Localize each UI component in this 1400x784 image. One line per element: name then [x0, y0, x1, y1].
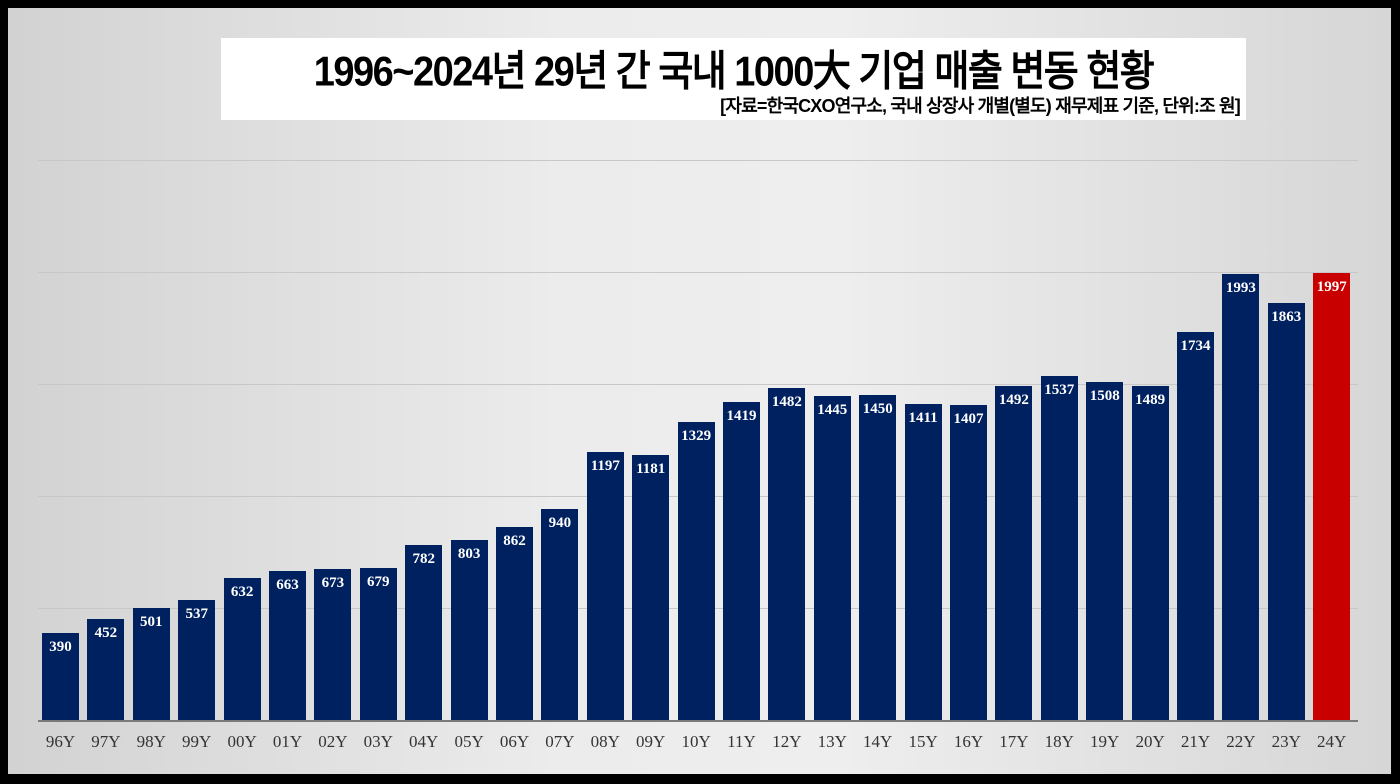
- bar-24Y: [1313, 272, 1351, 720]
- x-tick-label: 08Y: [590, 732, 620, 751]
- x-tick-label: 00Y: [227, 732, 257, 751]
- bar-05Y: [450, 540, 488, 720]
- value-label: 1508: [1089, 388, 1120, 405]
- bar-13Y: [813, 396, 851, 720]
- value-label: 1419: [726, 408, 757, 425]
- value-label: 1734: [1180, 337, 1211, 354]
- bar-03Y: [359, 567, 397, 720]
- bar-17Y: [995, 385, 1033, 720]
- bar-15Y: [904, 403, 942, 720]
- value-label: 940: [548, 515, 572, 532]
- value-label: 501: [140, 613, 163, 630]
- value-label: 679: [367, 573, 390, 590]
- bar-22Y: [1222, 273, 1260, 720]
- value-label: 632: [230, 584, 254, 601]
- x-axis-line: [38, 720, 1358, 722]
- gridline: [38, 160, 1358, 161]
- x-tick-label: 10Y: [681, 732, 711, 751]
- bar-99Y: [178, 599, 216, 720]
- bar-08Y: [586, 451, 624, 720]
- bar-20Y: [1131, 386, 1169, 720]
- bar-04Y: [405, 544, 443, 720]
- plot-area: 390 96Y 452 97Y 501 98Y 537 99Y 632 00Y 663 01Y 673 0…: [38, 0, 1358, 784]
- x-tick-label: 15Y: [908, 732, 938, 751]
- x-tick-label: 13Y: [817, 732, 847, 751]
- value-label: 673: [321, 575, 345, 592]
- chart-title: 1996~2024년 29년 간 국내 1000大 기업 매출 변동 현황: [313, 49, 1155, 96]
- bar-10Y: [677, 422, 715, 720]
- x-tick-label: 02Y: [318, 732, 348, 751]
- value-label: 782: [412, 550, 435, 567]
- x-tick-label: 04Y: [409, 732, 439, 751]
- value-label: 452: [94, 624, 118, 641]
- value-label: 1197: [590, 457, 620, 474]
- value-label: 1489: [1135, 392, 1166, 409]
- value-label: 1450: [862, 401, 893, 418]
- bar-97Y: [87, 618, 125, 720]
- x-tick-label: 24Y: [1317, 732, 1347, 751]
- gridline: [38, 272, 1358, 273]
- value-label: 1537: [1044, 381, 1075, 398]
- x-tick-label: 20Y: [1135, 732, 1165, 751]
- value-label: 1181: [636, 461, 666, 478]
- bar-16Y: [950, 404, 987, 720]
- title-box: 1996~2024년 29년 간 국내 1000大 기업 매출 변동 현황 [자…: [221, 38, 1246, 120]
- x-tick-label: 16Y: [953, 732, 984, 751]
- value-label: 663: [276, 577, 299, 594]
- gridline: [38, 384, 1358, 385]
- bar-14Y: [859, 395, 897, 720]
- x-tick-label: 03Y: [363, 732, 393, 751]
- x-tick-label: 05Y: [454, 732, 484, 751]
- bar-96Y: [42, 632, 79, 720]
- value-label: 390: [49, 638, 72, 655]
- bar-11Y: [723, 402, 760, 720]
- x-tick-label: 09Y: [636, 732, 666, 751]
- bar-21Y: [1177, 331, 1214, 720]
- x-tick-label: 98Y: [136, 732, 166, 751]
- bar-09Y: [632, 455, 670, 720]
- x-tick-label: 97Y: [91, 732, 121, 751]
- x-tick-label: 14Y: [863, 732, 893, 751]
- value-label: 862: [503, 532, 526, 549]
- value-label: 1993: [1225, 279, 1256, 296]
- x-tick-label: 23Y: [1271, 732, 1301, 751]
- x-tick-label: 11Y: [727, 732, 756, 751]
- x-tick-label: 06Y: [499, 732, 530, 751]
- x-tick-label: 17Y: [999, 732, 1029, 751]
- value-label: 1863: [1271, 308, 1302, 325]
- value-label: 537: [185, 605, 208, 622]
- value-label: 1445: [817, 402, 848, 419]
- value-label: 1997: [1316, 278, 1347, 295]
- bar-02Y: [314, 569, 352, 720]
- bar-12Y: [768, 388, 806, 720]
- value-label: 1329: [681, 428, 712, 445]
- x-tick-label: 07Y: [545, 732, 575, 751]
- value-label: 1411: [908, 409, 938, 426]
- bar-19Y: [1086, 382, 1124, 720]
- value-label: 1407: [953, 410, 984, 427]
- chart-subtitle: [자료=한국CXO연구소, 국내 상장사 개별(별도) 재무제표 기준, 단위:…: [720, 96, 1241, 116]
- x-tick-label: 99Y: [182, 732, 212, 751]
- bar-98Y: [132, 607, 170, 720]
- x-tick-label: 12Y: [772, 732, 802, 751]
- bar-18Y: [1040, 375, 1078, 720]
- value-label: 803: [457, 546, 481, 563]
- x-tick-label: 96Y: [45, 732, 76, 751]
- bar-07Y: [541, 509, 579, 720]
- x-tick-label: 21Y: [1180, 732, 1211, 751]
- x-tick-label: 01Y: [272, 732, 303, 751]
- bar-06Y: [496, 526, 533, 720]
- x-tick-label: 18Y: [1044, 732, 1074, 751]
- value-label: 1492: [998, 391, 1029, 408]
- bar-01Y: [269, 571, 306, 720]
- x-tick-label: 22Y: [1226, 732, 1256, 751]
- value-label: 1482: [771, 394, 802, 411]
- bar-23Y: [1267, 302, 1305, 720]
- x-tick-label: 19Y: [1090, 732, 1120, 751]
- bar-00Y: [223, 578, 261, 720]
